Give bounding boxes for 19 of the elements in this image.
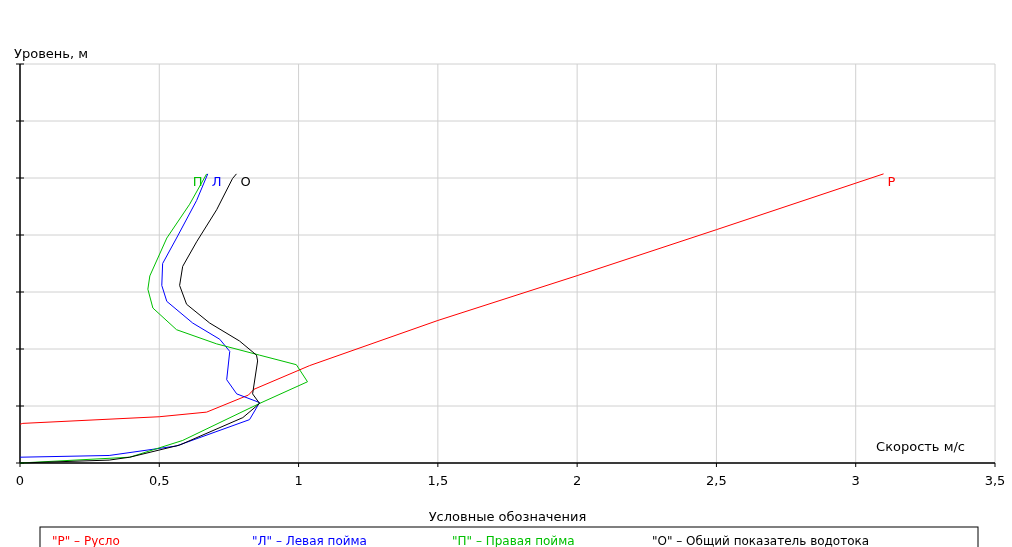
x-tick-label: 2	[573, 473, 582, 488]
annotation: О	[240, 173, 251, 189]
x-tick-label: 0,5	[148, 473, 170, 488]
annotation: П	[192, 173, 203, 189]
annotation: Л	[211, 173, 222, 189]
x-tick-label: 3,5	[984, 473, 1006, 488]
x-tick-label: 0	[15, 473, 25, 488]
x-tick-label: 2,5	[706, 473, 727, 488]
text: "Р" – Русло	[52, 534, 120, 547]
legend-title: Условные обозначения	[428, 509, 587, 524]
annotation: Р	[887, 173, 896, 189]
text: "П" – Правая пойма	[452, 534, 575, 547]
text: "О" – Общий показатель водотока	[652, 534, 870, 547]
text: "Л" – Левая пойма	[252, 534, 367, 547]
x-axis-title: Скорость м/с	[876, 439, 965, 454]
x-tick-label: 3	[851, 473, 860, 488]
x-tick-label: 1,5	[427, 473, 449, 488]
x-tick-label: 1	[294, 473, 303, 488]
text: Уровень, м	[14, 46, 89, 61]
